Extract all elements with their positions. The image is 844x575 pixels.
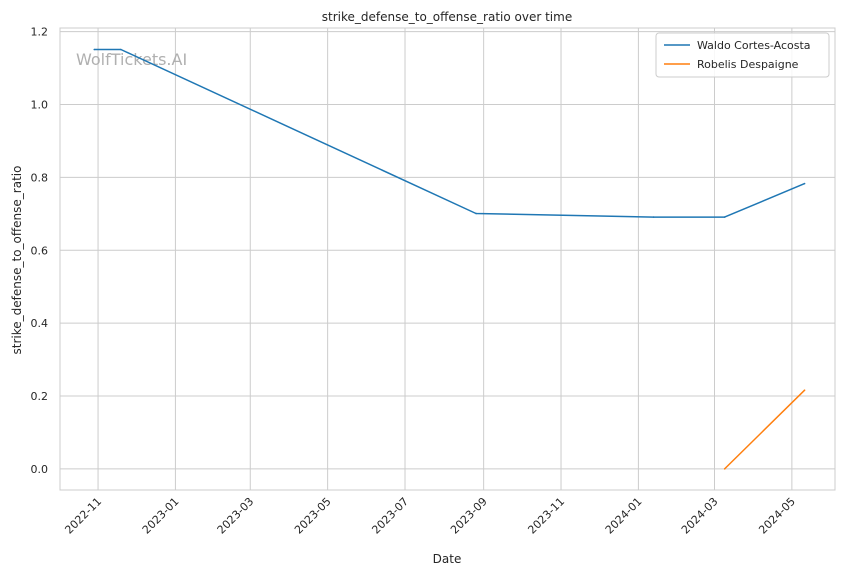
- series-layer: [93, 48, 806, 470]
- x-axis-label: Date: [433, 552, 462, 566]
- legend-label-waldo-cortes-acosta: Waldo Cortes-Acosta: [697, 39, 811, 52]
- y-axis-label: strike_defense_to_offense_ratio: [10, 166, 24, 355]
- y-tick-label: 0.2: [31, 390, 49, 403]
- watermark: WolfTickets.AI: [76, 50, 187, 69]
- legend-box: [655, 32, 830, 78]
- data-point-waldo-cortes-acosta: [803, 182, 806, 185]
- y-tick-label: 1.0: [31, 99, 49, 112]
- series-line-waldo-cortes-acosta: [94, 48, 805, 218]
- data-point-waldo-cortes-acosta: [120, 48, 122, 51]
- data-point-waldo-cortes-acosta: [475, 212, 477, 215]
- y-tick-label: 0.8: [31, 171, 49, 184]
- data-point-waldo-cortes-acosta: [93, 48, 96, 51]
- data-point-robelis-despaigne: [723, 468, 726, 470]
- data-point-waldo-cortes-acosta: [723, 216, 726, 218]
- grid: [60, 28, 835, 490]
- series-line-robelis-despaigne: [724, 389, 806, 470]
- y-tick-label: 0.0: [31, 463, 49, 476]
- y-tick-label: 0.6: [31, 244, 49, 257]
- data-point-robelis-despaigne: [803, 389, 806, 391]
- chart-title: strike_defense_to_offense_ratio over tim…: [322, 10, 572, 24]
- y-axis-ticks: 0.0 0.2 0.4 0.6 0.8 1.0 1.2: [31, 26, 49, 476]
- legend-label-robelis-despaigne: Robelis Despaigne: [697, 58, 799, 71]
- y-tick-label: 1.2: [31, 26, 49, 39]
- data-point-waldo-cortes-acosta: [652, 216, 655, 218]
- legend: Waldo Cortes-Acosta Robelis Despaigne: [655, 32, 830, 78]
- y-tick-label: 0.4: [31, 317, 49, 330]
- plot-area: [59, 27, 836, 491]
